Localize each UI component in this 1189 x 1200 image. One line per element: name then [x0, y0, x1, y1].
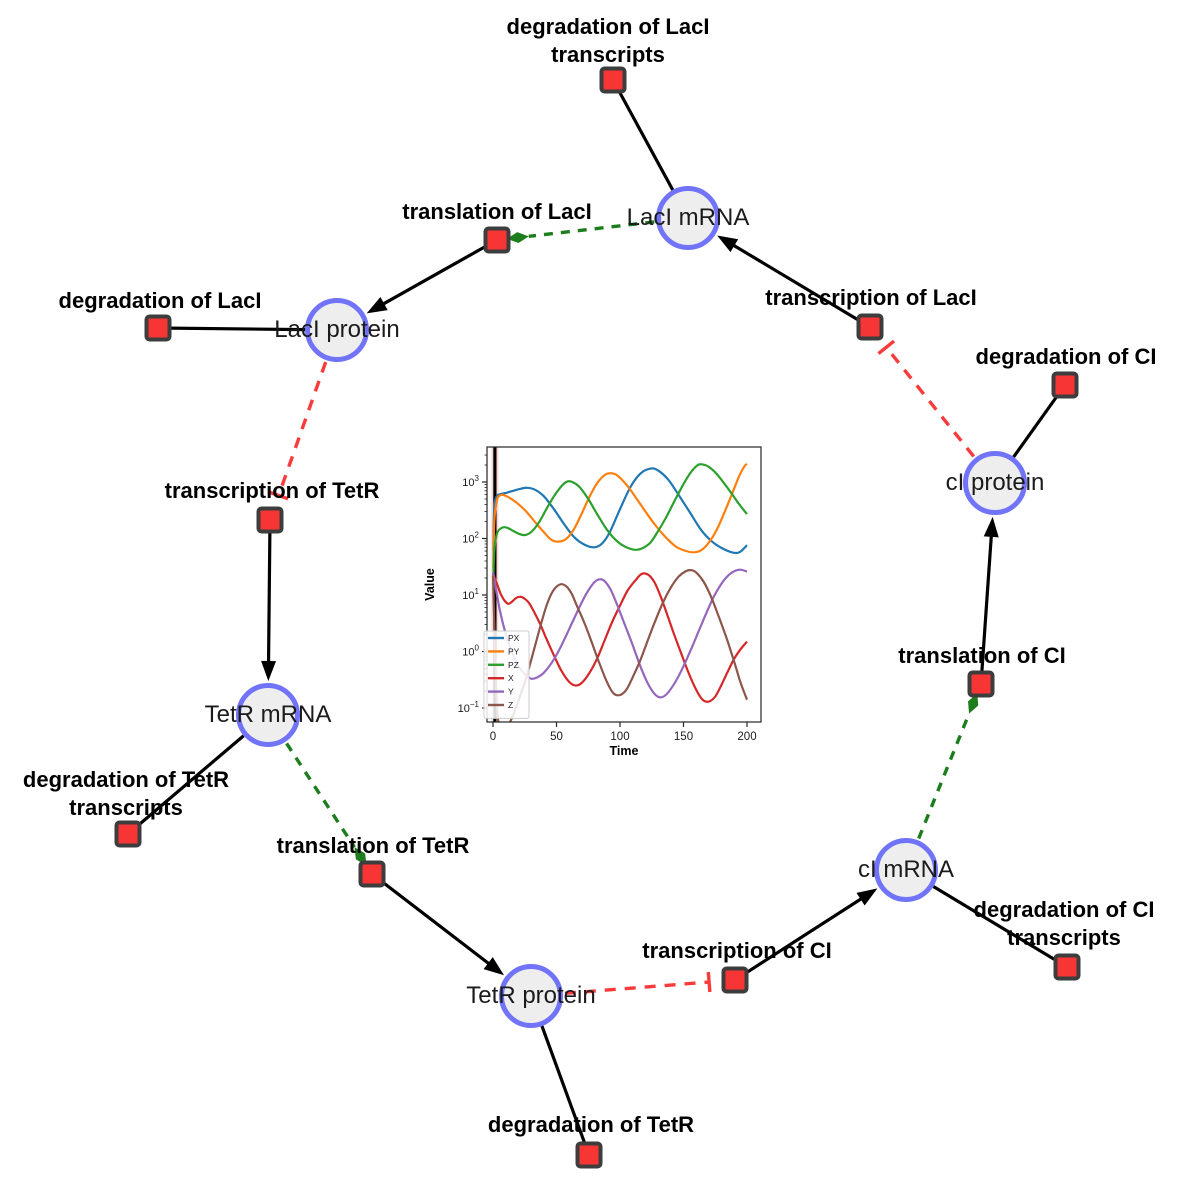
legend-entry-Y: Y [508, 687, 514, 697]
edge-tetR_protein-deg_tetR [540, 1025, 591, 1156]
y-axis-label: Value [423, 568, 437, 601]
species-label-tetR_mRNA: TetR mRNA [204, 701, 332, 728]
chart-legend: PX PY PZ XYZ [483, 630, 530, 719]
y-tick-label: 100 [462, 644, 479, 659]
reaction-node-tx_tetR[interactable] [256, 506, 284, 534]
series-PZ [492, 463, 748, 579]
edge-cI_protein-tx_lacI [877, 339, 976, 458]
species-label-cI_protein: cI protein [945, 469, 1045, 496]
x-tick-label: 50 [550, 731, 563, 743]
species-node-lacI_protein[interactable] [305, 298, 369, 362]
reaction-label-line: degradation of LacI [58, 288, 262, 313]
reaction-label-deg_cI: degradation of CI [976, 343, 1157, 371]
edge-tetR_protein-tx_cI [564, 971, 712, 996]
species-node-cI_protein[interactable] [963, 451, 1027, 515]
reaction-label-tx_tetR: transcription of TetR [165, 477, 380, 505]
reaction-label-line: transcription of LacI [765, 285, 977, 310]
reaction-label-line: degradation of TetR [22, 767, 230, 792]
legend-entry-Z: Z [508, 700, 513, 710]
reaction-node-deg_cI[interactable] [1051, 371, 1079, 399]
reaction-node-deg_cI_tx[interactable] [1053, 953, 1081, 981]
y-tick-label: 102 [462, 531, 479, 546]
species-node-tetR_protein[interactable] [499, 964, 563, 1028]
legend-entry-X: X [508, 673, 514, 683]
edge-cI_mRNA-deg_cI_tx [932, 885, 1068, 969]
series-PY [492, 462, 748, 569]
edge-tetR_mRNA-deg_tetR_tx [126, 734, 245, 836]
reaction-node-deg_tetR_tx[interactable] [114, 820, 142, 848]
reaction-label-tx_cI: transcription of CI [642, 937, 831, 965]
reaction-label-line: translation of CI [898, 643, 1066, 668]
species-node-lacI_mRNA[interactable] [656, 186, 720, 250]
species-label-tetR_protein: TetR protein [466, 982, 596, 1009]
reaction-label-line: degradation of TetR [487, 1112, 695, 1137]
y-tick-label: 103 [462, 474, 479, 489]
reaction-label-line: transcripts [1007, 925, 1121, 950]
reaction-node-tl_lacI[interactable] [483, 226, 511, 254]
reaction-node-deg_lacI[interactable] [144, 314, 172, 342]
x-tick-label: 0 [490, 731, 496, 743]
series-PX [492, 467, 748, 555]
reaction-label-line: translation of LacI [402, 199, 592, 224]
reaction-label-line: transcription of TetR [164, 478, 380, 503]
legend-entry-PX: PX [508, 633, 520, 643]
reaction-label-deg_cI_tx: degradation of CI transcripts [974, 896, 1155, 952]
time-series-plot: 0 50 100 150 200 103 102 101 100 10−1 Time Value PX P… [420, 435, 770, 765]
reaction-label-deg_lacI_tx: degradation of LacI transcripts [507, 13, 710, 69]
y-tick-label: 101 [462, 587, 479, 602]
reaction-label-line: transcription of CI [642, 938, 832, 963]
legend-entry-PZ: PZ [508, 660, 519, 670]
edge-lacI_protein-deg_lacI [157, 326, 306, 332]
time-series-plot-svg: 0 50 100 150 20010310210110010−1TimeValuePXP… [423, 446, 762, 758]
edge-lacI_mRNA-tl_lacI [506, 220, 655, 244]
x-tick-label: 100 [610, 731, 629, 743]
y-tick-label: 10−1 [458, 700, 480, 715]
edge-tx_tetR-tetR_mRNA [261, 519, 277, 682]
reaction-node-deg_tetR[interactable] [575, 1141, 603, 1169]
reaction-node-tl_tetR[interactable] [358, 860, 386, 888]
reaction-node-deg_lacI_tx[interactable] [599, 66, 627, 94]
reaction-label-tl_tetR: translation of TetR [277, 832, 470, 860]
edge-tl_cI-cI_protein [979, 516, 999, 685]
reaction-label-deg_tetR_tx: degradation of TetR transcripts [23, 766, 229, 822]
edge-lacI_mRNA-deg_lacI_tx [611, 79, 675, 191]
reaction-label-line: degradation of CI [973, 897, 1155, 922]
reaction-node-tx_lacI[interactable] [856, 313, 884, 341]
series-X [491, 572, 748, 703]
edge-tl_tetR-tetR_protein [371, 872, 505, 976]
reaction-label-line: transcripts [551, 42, 665, 67]
edge-tl_lacI-lacI_protein [366, 238, 498, 314]
species-node-tetR_mRNA[interactable] [236, 683, 300, 747]
reaction-label-tl_lacI: translation of LacI [402, 198, 591, 226]
edge-cI_mRNA-tl_cI [917, 693, 979, 840]
reaction-label-line: degradation of CI [975, 344, 1157, 369]
species-node-cI_mRNA[interactable] [874, 838, 938, 902]
reaction-node-tl_cI[interactable] [967, 670, 995, 698]
edge-lacI_protein-tx_tetR [268, 361, 328, 501]
edge-tx_cI-cI_mRNA [734, 888, 878, 982]
x-tick-label: 150 [674, 731, 693, 743]
species-label-cI_mRNA: cI mRNA [858, 856, 954, 883]
edge-tx_lacI-lacI_mRNA [717, 235, 871, 329]
reaction-label-deg_lacI: degradation of LacI [59, 287, 262, 315]
reaction-node-tx_cI[interactable] [721, 966, 749, 994]
legend-entry-PY: PY [508, 646, 520, 656]
reaction-label-deg_tetR: degradation of TetR [488, 1111, 694, 1139]
x-axis-label: Time [610, 744, 639, 758]
species-label-lacI_mRNA: LacI mRNA [626, 204, 750, 231]
reaction-label-tx_lacI: transcription of LacI [765, 284, 976, 312]
reaction-label-line: transcripts [69, 795, 183, 820]
species-label-lacI_protein: LacI protein [274, 316, 400, 343]
reaction-label-tl_cI: translation of CI [898, 642, 1065, 670]
reaction-label-line: degradation of LacI [506, 14, 710, 39]
x-tick-label: 200 [737, 731, 756, 743]
reaction-label-line: translation of TetR [276, 833, 470, 858]
